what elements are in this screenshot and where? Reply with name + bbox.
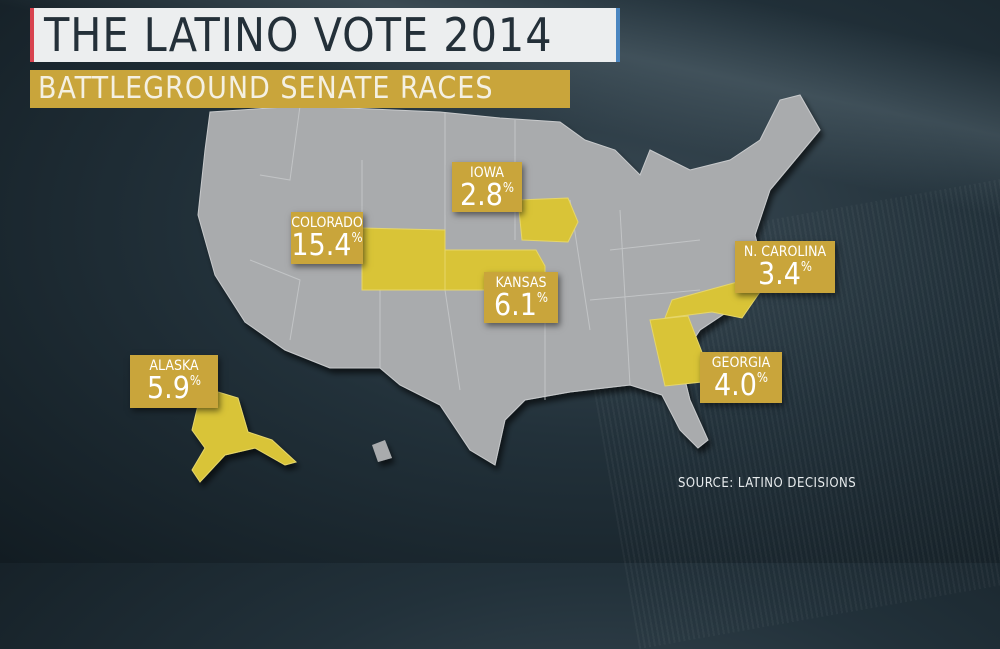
state-value: 15.4 (291, 228, 352, 263)
source-credit: SOURCE: LATINO DECISIONS (678, 476, 857, 491)
state-name: COLORADO (291, 215, 363, 231)
label-alaska: ALASKA 5.9% (130, 355, 218, 408)
state-name: ALASKA (149, 358, 199, 374)
page-title: THE LATINO VOTE 2014 (30, 8, 620, 62)
percent-unit: % (800, 260, 813, 275)
percent-unit: % (756, 371, 769, 386)
state-name: N. CAROLINA (743, 244, 827, 260)
label-georgia: GEORGIA 4.0% (700, 352, 782, 403)
hawaii (372, 440, 392, 462)
label-north-carolina: N. CAROLINA 3.4% (735, 241, 835, 293)
state-name: IOWA (470, 165, 504, 181)
state-name: GEORGIA (711, 355, 771, 371)
percent-unit: % (536, 291, 549, 306)
label-colorado: COLORADO 15.4% (291, 212, 363, 264)
percent-unit: % (351, 231, 363, 246)
state-value: 3.4 (757, 257, 801, 292)
state-alaska[interactable] (191, 391, 298, 483)
percent-unit: % (502, 181, 515, 196)
state-name: KANSAS (495, 275, 547, 291)
state-value: 4.0 (713, 368, 757, 403)
percent-unit: % (189, 374, 202, 389)
page-subtitle: BATTLEGROUND SENATE RACES (30, 70, 570, 108)
state-colorado[interactable] (361, 227, 446, 291)
label-iowa: IOWA 2.8% (452, 162, 522, 212)
state-value: 6.1 (493, 288, 537, 323)
state-value: 2.8 (459, 178, 503, 213)
label-kansas: KANSAS 6.1% (484, 272, 558, 323)
state-iowa[interactable] (517, 197, 579, 243)
state-value: 5.9 (146, 371, 190, 406)
